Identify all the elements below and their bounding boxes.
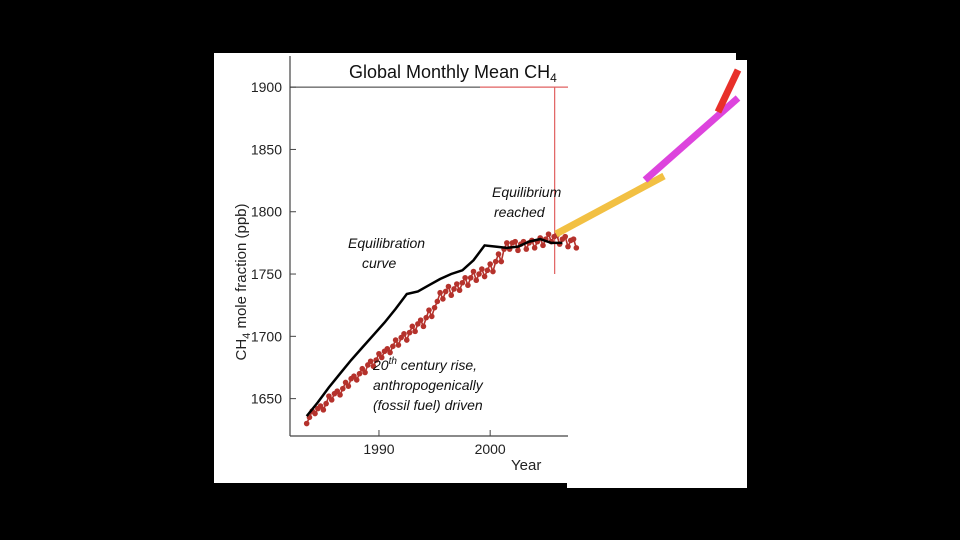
monthly-point xyxy=(456,287,463,294)
y-tick-label-1900: 1900 xyxy=(251,79,282,95)
y-tick-label-1850: 1850 xyxy=(251,141,282,157)
annotation-equilibrium: Equilibrium reached xyxy=(492,184,565,220)
chart-title: Global Monthly Mean CH4 xyxy=(349,62,557,85)
monthly-point xyxy=(498,258,505,265)
reference-lines xyxy=(290,86,568,275)
annotation-equilibration: Equilibration curve xyxy=(348,235,429,271)
monthly-point xyxy=(403,337,410,343)
monthly-series xyxy=(303,231,580,427)
x-tick-label-2000: 2000 xyxy=(475,441,506,457)
projection-panel xyxy=(567,60,747,488)
trend-line xyxy=(305,237,563,417)
y-axis-label: CH4 mole fraction (ppb) xyxy=(233,203,253,360)
monthly-point xyxy=(362,369,368,376)
annotation-20th-century-rise: 20th century rise, anthropogenically (fo… xyxy=(372,356,487,413)
y-tick-label-1800: 1800 xyxy=(251,204,282,220)
monthly-point xyxy=(492,258,499,265)
y-tick-label-1700: 1700 xyxy=(251,328,282,344)
projection-segment-red xyxy=(714,68,742,114)
y-tick-label-1750: 1750 xyxy=(251,266,282,282)
projection-segment-yellow xyxy=(554,172,666,238)
monthly-point xyxy=(412,328,418,335)
monthly-point xyxy=(573,245,580,251)
y-tick-label-1650: 1650 xyxy=(251,391,282,407)
monthly-point xyxy=(490,268,496,275)
x-tick-label-1990: 1990 xyxy=(363,441,394,457)
x-axis-label: Year xyxy=(511,457,541,474)
axes: 1650 1700 1750 1800 1850 1900 1990 2000 xyxy=(251,56,568,457)
projection-segment-magenta xyxy=(642,95,741,183)
